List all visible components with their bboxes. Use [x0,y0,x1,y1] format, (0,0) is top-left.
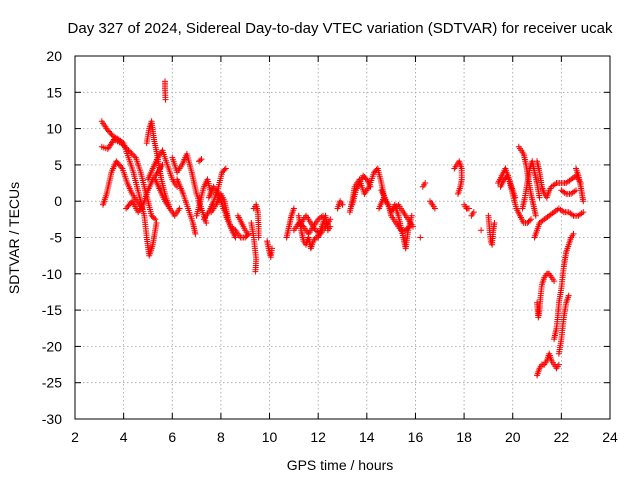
data-point [466,205,472,212]
y-tick-label: -20 [42,338,62,354]
y-tick-label: -15 [42,302,62,318]
y-tick-label: 10 [46,121,62,137]
x-tick-label: 22 [554,429,570,445]
data-point [455,190,461,197]
data-point [536,194,543,201]
y-tick-label: -10 [42,266,62,282]
data-point [408,212,415,219]
data-point [197,157,204,164]
y-tick-label: -25 [42,375,62,391]
data-point [152,216,159,223]
y-tick-label: -5 [50,230,63,246]
data-point [551,278,558,285]
data-point [166,205,173,212]
x-tick-label: 20 [505,429,521,445]
data-point [162,96,169,103]
data-point [478,227,485,234]
data-point [339,201,346,208]
x-tick-label: 16 [408,429,424,445]
data-point [422,180,429,186]
data-point [244,230,251,237]
data-point [252,268,259,275]
data-point [198,156,205,163]
y-axis-label: SDTVAR / TECUs [6,182,22,294]
data-point [580,209,587,216]
x-axis-label: GPS time / hours [287,457,394,473]
x-tick-label: 14 [359,429,375,445]
x-tick-label: 8 [217,429,225,445]
x-tick-label: 18 [456,429,472,445]
data-point [118,164,125,171]
data-point [565,292,572,299]
data-point [367,183,374,190]
data-point [153,220,160,226]
data-point [290,205,297,212]
data-point [570,230,577,237]
data-point [410,223,416,230]
x-tick-label: 4 [120,429,128,445]
y-tick-label: 5 [54,157,62,173]
data-point [512,194,519,201]
data-point [470,209,477,216]
data-point [528,216,534,223]
axis-tick-labels: 2 4 6 8 10 12 14 16 18 20 22 2420151050-5-10-15-20-… [42,48,618,445]
x-tick-label: 6 [168,429,176,445]
data-point [269,245,275,252]
chart-title: Day 327 of 2024, Sidereal Day-to-day VTE… [68,20,613,37]
grid-lines [75,56,610,419]
x-tick-label: 2 [71,429,79,445]
data-point [151,215,157,222]
data-point [526,217,533,224]
data-point [221,166,228,173]
data-point [255,234,262,241]
y-tick-label: 0 [54,193,62,209]
data-point [203,220,210,226]
x-tick-label: 12 [310,429,326,445]
x-tick-label: 24 [602,429,618,445]
data-point [129,151,136,158]
y-tick-label: -30 [42,411,62,427]
data-point [192,230,199,237]
data-point [580,198,587,205]
data-point [431,205,438,212]
data-point [491,220,498,226]
x-tick-label: 10 [262,429,278,445]
data-point [417,234,424,241]
data-point [573,187,579,194]
data-markers [98,78,587,379]
data-point [176,205,183,212]
data-point [320,212,326,219]
y-tick-label: 20 [46,48,62,64]
data-point [222,165,229,172]
data-point [327,216,334,223]
y-tick-label: 15 [46,84,62,100]
data-point [555,361,562,368]
data-point [532,212,539,219]
axis-ticks [74,55,611,420]
